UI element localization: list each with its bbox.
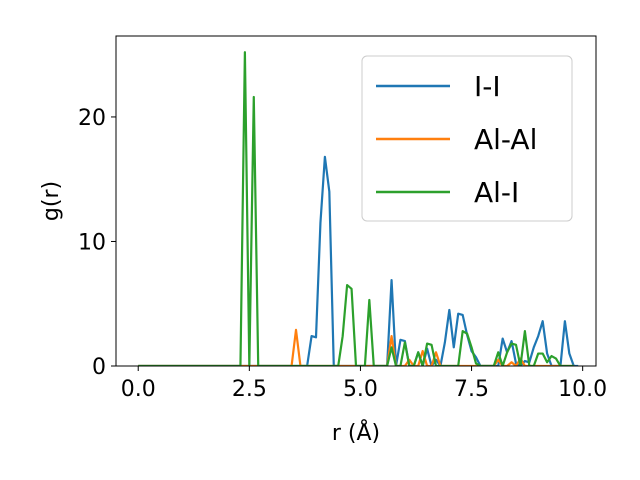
y-tick-label: 20 bbox=[78, 106, 106, 131]
legend-box bbox=[361, 55, 573, 222]
plot-area bbox=[138, 51, 579, 366]
plot-frame bbox=[115, 35, 597, 367]
x-tick-label: 7.5 bbox=[454, 377, 489, 402]
y-tick-label: 10 bbox=[78, 230, 106, 255]
y-tick-label: 0 bbox=[92, 355, 106, 380]
y-axis: 0 10 20 bbox=[78, 106, 116, 380]
series-line-3 bbox=[138, 51, 574, 366]
series-line-1 bbox=[138, 155, 579, 366]
legend-label-3: Al-I bbox=[474, 176, 519, 209]
x-tick-label: 2.5 bbox=[232, 377, 267, 402]
x-tick-label: 5.0 bbox=[343, 377, 378, 402]
legend-label-2: Al-Al bbox=[474, 123, 537, 156]
x-axis: 0.0 2.5 5.0 7.5 10.0 bbox=[121, 366, 607, 402]
y-axis-label: g(r) bbox=[39, 181, 64, 221]
legend-label-1: I-I bbox=[474, 70, 501, 103]
x-tick-label: 10.0 bbox=[558, 377, 607, 402]
x-tick-label: 0.0 bbox=[121, 377, 156, 402]
x-axis-label: r (Å) bbox=[332, 419, 380, 446]
legend: I-I Al-Al Al-I bbox=[361, 55, 573, 222]
series-line-2 bbox=[138, 328, 574, 366]
